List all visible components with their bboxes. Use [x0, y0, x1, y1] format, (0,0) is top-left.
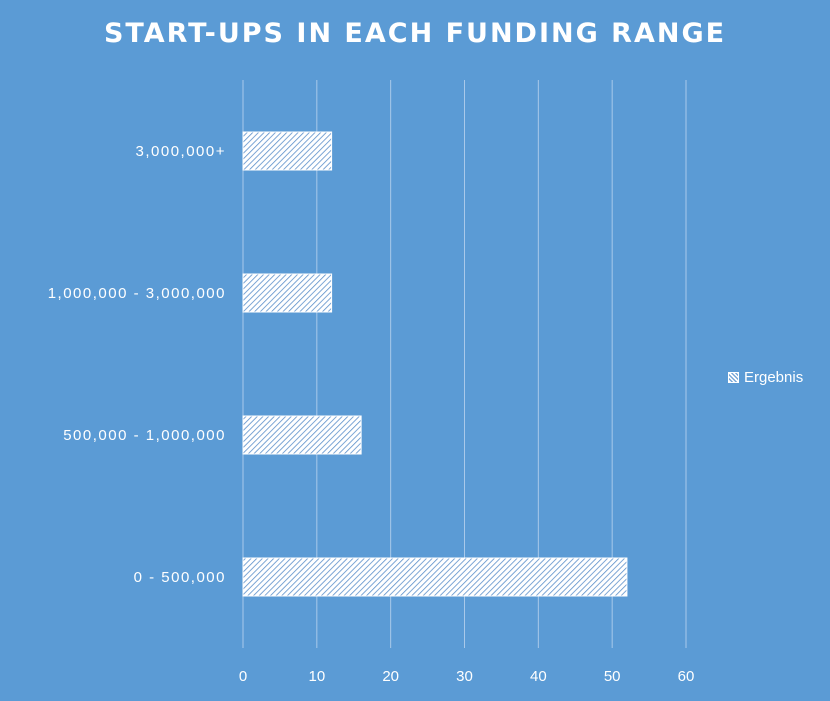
chart-title: START-UPS IN EACH FUNDING RANGE	[103, 18, 727, 49]
y-category-label: 500,000 - 1,000,000	[63, 427, 226, 444]
x-tick-label: 0	[239, 668, 247, 685]
y-category-label: 3,000,000+	[136, 143, 227, 160]
x-tick-label: 60	[678, 668, 695, 685]
bar	[242, 415, 362, 455]
bar	[242, 557, 628, 597]
y-category-label: 1,000,000 - 3,000,000	[48, 285, 226, 302]
y-category-label: 0 - 500,000	[134, 569, 226, 586]
x-tick-label: 40	[530, 668, 547, 685]
x-tick-label: 10	[308, 668, 325, 685]
legend-label: Ergebnis	[744, 369, 804, 386]
x-tick-label: 20	[382, 668, 399, 685]
x-tick-label: 50	[604, 668, 621, 685]
legend: Ergebnis	[728, 369, 803, 386]
bar	[242, 131, 333, 171]
bar	[242, 273, 333, 313]
legend-swatch-icon	[728, 372, 739, 383]
x-tick-label: 30	[456, 668, 473, 685]
